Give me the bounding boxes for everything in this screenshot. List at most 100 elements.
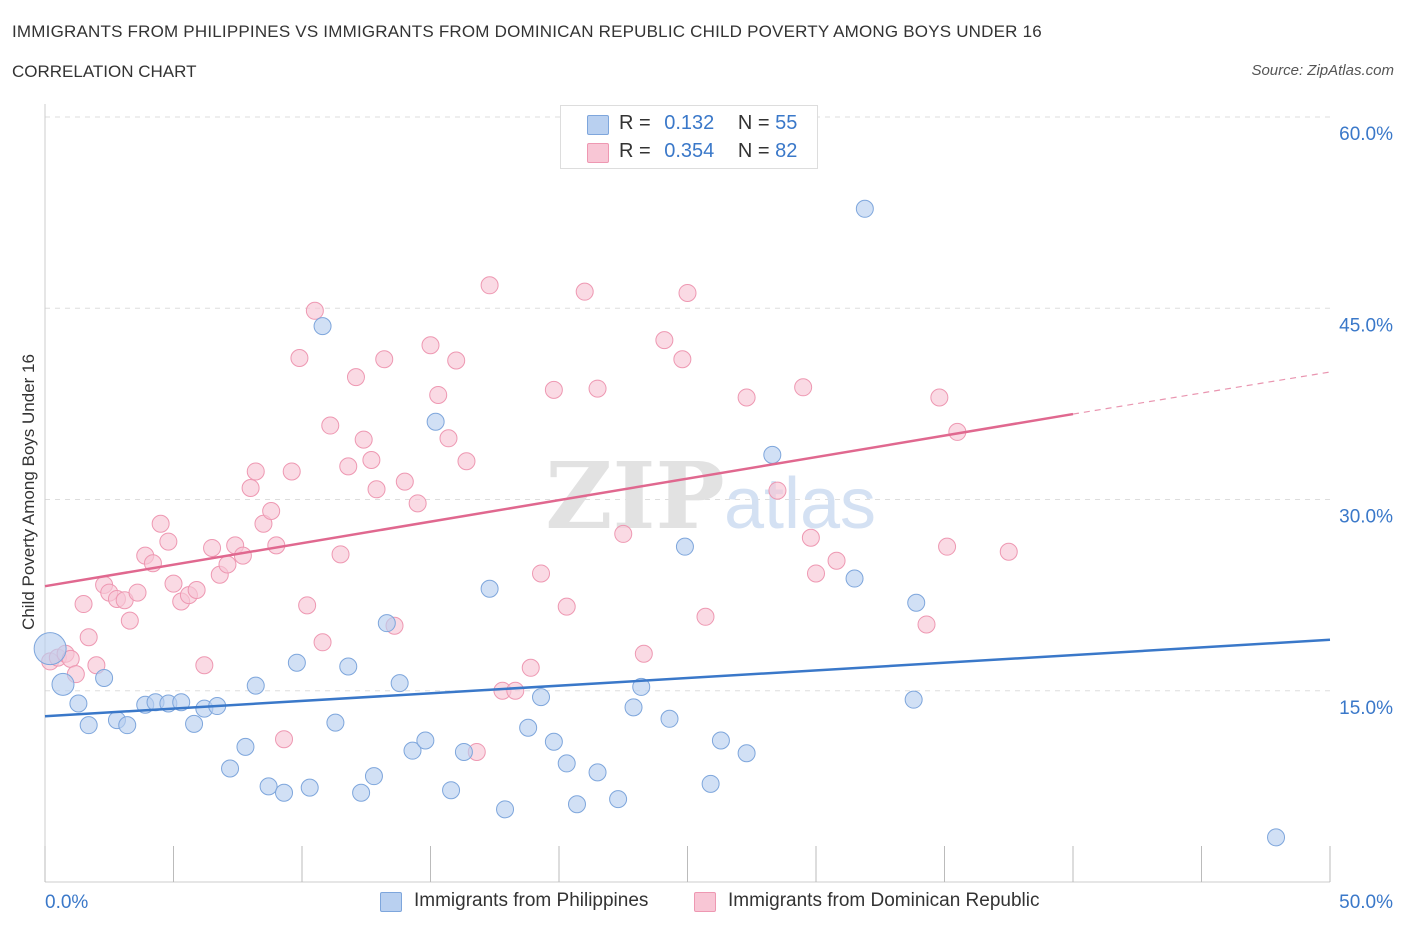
data-point-dominican (79, 628, 98, 647)
data-point-dominican (313, 633, 332, 652)
data-point-philippines (300, 778, 319, 797)
tick-labels: 15.0% 30.0% 45.0% 60.0% 0.0% 50.0% (45, 124, 1393, 913)
data-point-philippines (496, 800, 515, 819)
data-point-dominican (408, 494, 427, 513)
legend-swatch-blue (587, 115, 609, 135)
data-point-philippines (907, 593, 926, 612)
data-point-philippines (185, 714, 204, 733)
chart-title: IMMIGRANTS FROM PHILIPPINES VS IMMIGRANT… (12, 22, 1042, 41)
data-point-dominican (532, 564, 551, 583)
data-point-dominican (74, 595, 93, 614)
data-point-dominican (429, 385, 448, 404)
trend-line-dominican (44, 412, 1074, 588)
data-point-dominican (634, 644, 653, 663)
data-point-philippines (326, 713, 345, 732)
bottom-legend-label: Immigrants from Philippines (414, 890, 649, 911)
data-point-dominican (678, 283, 697, 302)
data-point-dominican (827, 551, 846, 570)
data-point-dominican (480, 276, 499, 295)
data-point-dominican (447, 351, 466, 370)
data-point-philippines (701, 774, 720, 793)
data-point-dominican (801, 528, 820, 547)
data-point-philippines (339, 657, 358, 676)
data-point-philippines (763, 445, 782, 464)
data-point-dominican (439, 429, 458, 448)
x-tick-label: 0.0% (45, 892, 88, 913)
legend-r-label: R = (619, 112, 651, 134)
correlation-legend: R = 0.132 N = 55 R = 0.354 N = 82 (560, 105, 818, 169)
y-tick-label: 15.0% (1339, 698, 1393, 719)
data-point-dominican (362, 450, 381, 469)
data-point-dominican (241, 479, 260, 498)
trend-lines (44, 371, 1331, 718)
bottom-legend-swatch-blue (380, 892, 402, 912)
data-point-dominican (120, 611, 139, 630)
data-point-dominican (151, 514, 170, 533)
data-point-philippines (236, 737, 255, 756)
data-point-philippines (221, 759, 240, 778)
data-point-philippines (95, 669, 114, 687)
data-point-dominican (128, 583, 147, 602)
legend-swatch-pink (587, 143, 609, 163)
data-point-philippines (403, 741, 422, 760)
data-point-dominican (557, 597, 576, 616)
data-point-philippines (377, 614, 396, 633)
trend-line-dominican-extension (1072, 371, 1331, 415)
source-label: Source: ZipAtlas.com (1251, 62, 1394, 79)
data-point-philippines (544, 732, 563, 751)
data-point-dominican (159, 532, 178, 551)
data-point-philippines (51, 672, 75, 696)
data-point-philippines (711, 731, 730, 750)
data-point-philippines (532, 688, 551, 707)
data-point-philippines (313, 317, 332, 336)
data-point-dominican (614, 524, 633, 543)
data-point-philippines (904, 690, 923, 709)
legend-r-value: 0.354 (664, 140, 715, 162)
legend-r-label: R = (619, 140, 651, 162)
data-point-philippines (737, 744, 756, 763)
watermark-zip: ZIP (545, 442, 724, 550)
data-point-dominican (339, 457, 358, 476)
data-point-dominican (187, 581, 206, 600)
data-point-philippines (588, 763, 607, 782)
data-point-dominican (421, 336, 440, 355)
data-point-philippines (364, 767, 383, 786)
legend-r-value: 0.132 (664, 112, 715, 134)
data-point-philippines (352, 783, 371, 802)
data-point-philippines (632, 677, 651, 696)
data-point-philippines (557, 754, 576, 773)
data-point-philippines (442, 781, 461, 800)
data-point-philippines (675, 537, 694, 556)
data-point-philippines (1267, 828, 1286, 847)
data-point-dominican (395, 472, 414, 491)
data-point-philippines (454, 742, 473, 761)
data-point-philippines (275, 783, 294, 802)
data-point-dominican (544, 380, 563, 399)
data-point-philippines (69, 694, 88, 713)
data-point-dominican (521, 658, 540, 677)
data-point-philippines (416, 731, 435, 750)
data-point-dominican (321, 416, 340, 435)
data-point-dominican (354, 430, 373, 449)
data-point-dominican (737, 388, 756, 407)
data-point-dominican (275, 730, 294, 749)
data-point-dominican (262, 501, 281, 520)
data-point-dominican (282, 462, 301, 481)
x-tick-label: 50.0% (1339, 892, 1393, 913)
data-point-dominican (346, 368, 365, 387)
data-point-dominican (290, 348, 309, 367)
data-point-dominican (575, 282, 594, 301)
axes (44, 104, 1331, 883)
legend-n-value: 82 (775, 140, 798, 162)
data-point-dominican (164, 574, 183, 593)
data-point-philippines (480, 579, 499, 598)
data-point-dominican (203, 538, 222, 557)
y-tick-label: 60.0% (1339, 124, 1393, 145)
data-point-philippines (567, 795, 586, 814)
watermark: ZIP atlas (545, 442, 876, 550)
data-point-dominican (367, 480, 386, 499)
data-point-dominican (246, 462, 265, 481)
data-point-philippines (79, 716, 98, 735)
data-point-philippines (172, 693, 191, 712)
data-point-philippines (609, 790, 628, 809)
